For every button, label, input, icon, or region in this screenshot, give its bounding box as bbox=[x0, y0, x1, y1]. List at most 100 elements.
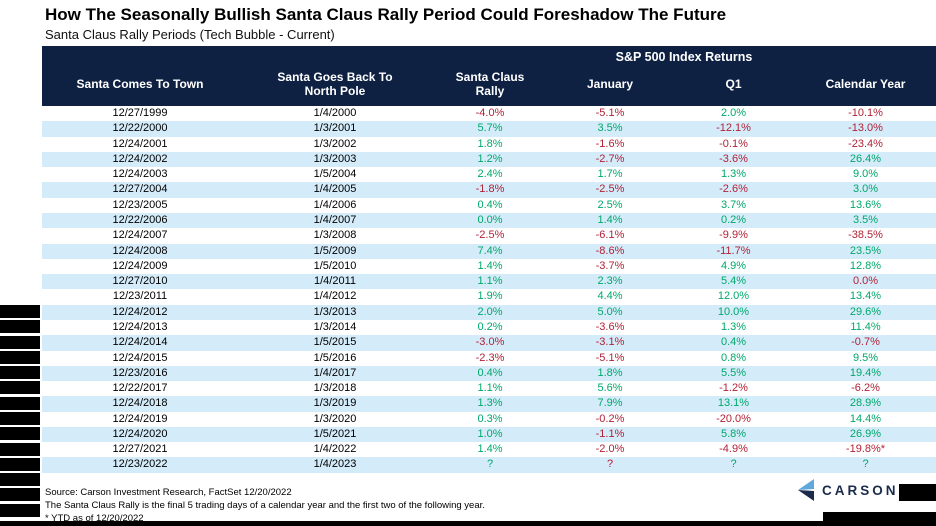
cell-q1: -0.1% bbox=[719, 137, 748, 150]
cell-january: 3.5% bbox=[597, 122, 623, 135]
cell-q1: 2.0% bbox=[720, 107, 747, 119]
cell-santa-comes: 12/22/2000 bbox=[112, 122, 168, 135]
table-row: 12/22/2017 1/3/2018 1.1% 5.6% -1.2% -6.2% bbox=[42, 381, 936, 396]
cell-santa-comes: 12/24/2020 bbox=[112, 427, 168, 440]
cell-calendar-year: 13.4% bbox=[849, 290, 882, 303]
cell-rally: 1.4% bbox=[477, 443, 503, 456]
cell-january: 2.5% bbox=[597, 198, 623, 211]
table-row: 12/24/2008 1/5/2009 7.4% -8.6% -11.7% 23.5% bbox=[42, 243, 936, 259]
cell-january: -3.1% bbox=[595, 336, 625, 349]
cell-calendar-year: 12.8% bbox=[849, 259, 882, 272]
cell-q1: 12.0% bbox=[717, 290, 750, 303]
cell-january: -6.1% bbox=[595, 229, 625, 242]
cell-rally: -2.5% bbox=[475, 229, 505, 242]
cell-calendar-year: -6.2% bbox=[851, 382, 880, 395]
cell-santa-comes: 12/24/2009 bbox=[112, 259, 168, 272]
column-header-q1: Q1 bbox=[725, 76, 742, 91]
cell-january: -2.7% bbox=[595, 152, 625, 165]
column-header-santa-back: Santa Goes Back To North Pole bbox=[277, 69, 393, 98]
cell-rally: 5.7% bbox=[477, 122, 503, 135]
cell-january: -3.6% bbox=[595, 320, 625, 333]
cell-calendar-year: -0.7% bbox=[851, 336, 880, 349]
cell-calendar-year: 13.6% bbox=[849, 198, 882, 211]
column-header-santa-comes: Santa Comes To Town bbox=[76, 76, 204, 91]
cell-santa-back: 1/4/2000 bbox=[313, 107, 357, 119]
cell-santa-comes: 12/24/2014 bbox=[112, 336, 168, 349]
cell-calendar-year: 26.9% bbox=[849, 427, 882, 440]
footer-ytd-note: * YTD as of 12/20/2022 bbox=[45, 513, 144, 524]
carson-logo: CARSON bbox=[795, 479, 899, 501]
table-row: 12/23/2011 1/4/2012 1.9% 4.4% 12.0% 13.4% bbox=[42, 289, 936, 304]
cell-january: 5.6% bbox=[597, 382, 623, 395]
cell-january: -5.1% bbox=[595, 351, 625, 364]
cell-calendar-year: 9.5% bbox=[852, 351, 879, 364]
table-row: 12/27/2004 1/4/2005 -1.8% -2.5% -2.6% 3.0% bbox=[42, 182, 936, 198]
footer-source: Source: Carson Investment Research, Fact… bbox=[45, 487, 292, 498]
cell-santa-comes: 12/22/2006 bbox=[112, 213, 168, 226]
cell-january: 1.7% bbox=[597, 168, 623, 181]
black-block bbox=[0, 350, 40, 364]
cell-rally: 1.8% bbox=[477, 137, 503, 150]
cell-q1: 3.7% bbox=[720, 198, 747, 211]
cell-santa-back: 1/3/2020 bbox=[313, 412, 357, 425]
cell-calendar-year: 11.4% bbox=[850, 320, 881, 333]
cell-q1: -2.6% bbox=[719, 183, 748, 196]
page-subtitle: Santa Claus Rally Periods (Tech Bubble -… bbox=[45, 27, 335, 42]
cell-calendar-year: -23.4% bbox=[848, 137, 883, 150]
cell-rally: -1.8% bbox=[475, 183, 505, 196]
table-row: 12/27/1999 1/4/2000 -4.0% -5.1% 2.0% -10.1% bbox=[42, 106, 936, 121]
cell-q1: -11.7% bbox=[716, 244, 751, 257]
cell-january: -1.6% bbox=[595, 137, 625, 150]
cell-santa-back: 1/4/2007 bbox=[313, 213, 357, 226]
cell-calendar-year: 3.0% bbox=[852, 183, 879, 196]
cell-q1: -20.0% bbox=[716, 412, 751, 425]
cell-rally: ? bbox=[486, 458, 494, 471]
column-header-january: January bbox=[586, 76, 634, 91]
cell-q1: 0.4% bbox=[720, 336, 747, 349]
table-row: 12/24/2007 1/3/2008 -2.5% -6.1% -9.9% -38.5% bbox=[42, 228, 936, 243]
cell-rally: 1.9% bbox=[477, 290, 503, 303]
table-row: 12/27/2021 1/4/2022 1.4% -2.0% -4.9% -19.8%* bbox=[42, 442, 936, 457]
cell-q1: 5.4% bbox=[720, 275, 747, 288]
cell-rally: -4.0% bbox=[475, 107, 505, 119]
black-block bbox=[0, 335, 40, 349]
black-block bbox=[0, 366, 40, 380]
cell-santa-back: 1/4/2006 bbox=[313, 198, 357, 211]
cell-january: 2.3% bbox=[597, 275, 623, 288]
cell-calendar-year: 19.4% bbox=[849, 366, 882, 379]
table-row: 12/24/2012 1/3/2013 2.0% 5.0% 10.0% 29.6% bbox=[42, 304, 936, 320]
cell-rally: -2.3% bbox=[475, 351, 505, 364]
cell-calendar-year: -13.0% bbox=[848, 122, 883, 135]
cell-santa-back: 1/4/2012 bbox=[313, 290, 357, 303]
cell-santa-back: 1/5/2016 bbox=[313, 351, 357, 364]
black-block bbox=[0, 488, 40, 502]
cell-january: -5.1% bbox=[595, 107, 625, 119]
table-row: 12/22/2006 1/4/2007 0.0% 1.4% 0.2% 3.5% bbox=[42, 212, 936, 229]
cell-rally: 0.3% bbox=[477, 412, 503, 425]
table-row: 12/24/2015 1/5/2016 -2.3% -5.1% 0.8% 9.5% bbox=[42, 351, 936, 366]
cell-santa-back: 1/3/2002 bbox=[313, 137, 357, 150]
cell-santa-back: 1/4/2011 bbox=[313, 275, 356, 288]
black-block bbox=[0, 473, 40, 487]
cell-calendar-year: 23.5% bbox=[849, 244, 882, 257]
cell-santa-back: 1/5/2015 bbox=[313, 336, 357, 349]
cell-q1: 0.8% bbox=[720, 351, 747, 364]
black-block bbox=[0, 320, 40, 334]
cell-santa-comes: 12/24/2012 bbox=[112, 305, 168, 318]
cell-santa-comes: 12/23/2011 bbox=[112, 290, 168, 303]
cell-santa-comes: 12/24/2007 bbox=[112, 229, 168, 242]
cell-rally: 2.4% bbox=[477, 168, 503, 181]
table-row: 12/24/2003 1/5/2004 2.4% 1.7% 1.3% 9.0% bbox=[42, 167, 936, 182]
black-block bbox=[0, 305, 40, 318]
cell-q1: 5.5% bbox=[720, 366, 747, 379]
cell-rally: -3.0% bbox=[475, 336, 505, 349]
cell-rally: 0.4% bbox=[477, 366, 503, 379]
cell-january: -2.0% bbox=[595, 443, 625, 456]
cell-santa-comes: 12/24/2002 bbox=[112, 152, 168, 165]
page-title: How The Seasonally Bullish Santa Claus R… bbox=[45, 5, 727, 24]
cell-january: 4.4% bbox=[597, 290, 623, 303]
black-block bbox=[0, 396, 40, 410]
cell-santa-back: 1/4/2023 bbox=[313, 458, 357, 471]
table-row: 12/24/2014 1/5/2015 -3.0% -3.1% 0.4% -0.7% bbox=[42, 335, 936, 351]
table-row: 12/24/2001 1/3/2002 1.8% -1.6% -0.1% -23.4% bbox=[42, 137, 936, 152]
